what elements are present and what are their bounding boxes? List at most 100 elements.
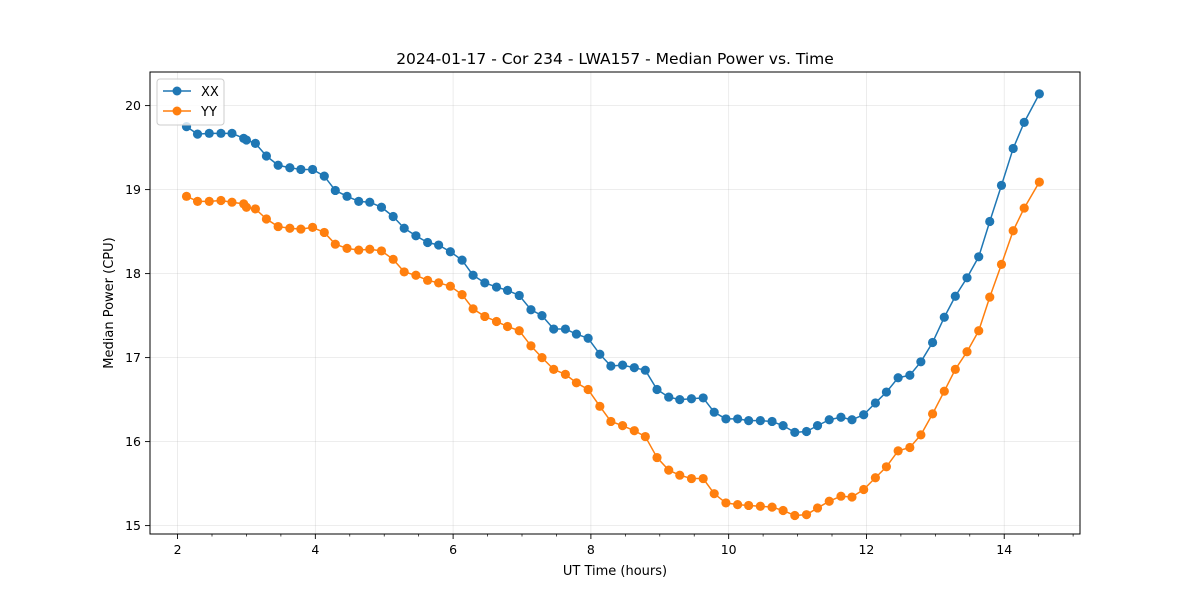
data-point-yy (411, 270, 421, 280)
data-point-xx (1008, 143, 1018, 154)
data-point-yy (1034, 177, 1044, 187)
data-point-yy (652, 452, 662, 463)
data-point-yy (709, 489, 719, 499)
data-point-yy (985, 292, 995, 302)
data-point-xx (698, 393, 708, 403)
data-point-yy (640, 431, 650, 442)
data-point-yy (480, 311, 490, 322)
data-point-yy (319, 227, 329, 238)
data-point-yy (549, 364, 559, 374)
data-point-xx (376, 202, 387, 212)
legend-entry-yy: YY (163, 105, 217, 120)
data-point-yy (491, 316, 502, 327)
legend-label-xx: XX (201, 85, 219, 100)
data-point-xx (583, 333, 593, 343)
x-tick-label: 14 (996, 542, 1012, 557)
data-point-xx (939, 312, 949, 322)
data-point-yy (181, 191, 192, 201)
data-point-xx (319, 171, 329, 181)
data-point-xx (870, 398, 881, 408)
data-point-xx (560, 324, 571, 334)
data-point-xx (709, 407, 719, 417)
data-point-xx (526, 305, 536, 315)
data-point-yy (261, 214, 272, 224)
data-point-yy (721, 498, 731, 508)
y-tick-label: 16 (125, 434, 141, 449)
data-point-yy (744, 500, 754, 511)
data-point-xx (640, 365, 650, 375)
data-point-yy (617, 421, 628, 431)
data-point-yy (824, 496, 834, 506)
x-tick-label: 6 (449, 542, 457, 557)
data-point-yy (514, 326, 524, 336)
data-point-xx (241, 135, 252, 145)
y-tick-label: 15 (125, 518, 141, 533)
data-point-xx (962, 273, 972, 283)
data-point-yy (778, 505, 788, 516)
data-point-xx (652, 384, 662, 395)
data-point-xx (514, 290, 524, 301)
data-point-xx (445, 247, 455, 257)
data-point-xx (537, 311, 547, 321)
data-point-xx (261, 151, 272, 161)
data-point-yy (423, 275, 433, 285)
data-point-yy (285, 223, 295, 233)
data-point-xx (606, 361, 616, 371)
legend: XX YY (156, 78, 225, 126)
x-tick-label: 4 (311, 542, 319, 557)
data-point-yy (962, 347, 972, 357)
data-point-xx (330, 185, 340, 196)
data-point-yy (434, 278, 444, 288)
data-point-yy (595, 401, 605, 411)
data-point-yy (812, 503, 823, 513)
y-tick-label: 19 (125, 182, 141, 197)
data-point-yy (664, 465, 674, 475)
series-yy (181, 177, 1044, 521)
data-point-yy (330, 239, 340, 249)
data-point-xx (859, 410, 869, 420)
data-point-xx (778, 421, 788, 431)
data-point-xx (1019, 117, 1029, 127)
data-point-xx (296, 164, 306, 175)
data-point-yy (204, 196, 214, 206)
y-axis-ticks: 15 16 17 18 19 20 (125, 98, 150, 533)
x-axis-label: UT Time (hours) (563, 564, 667, 579)
data-point-xx (950, 291, 960, 301)
data-point-xx (307, 164, 318, 175)
data-point-yy (468, 304, 478, 314)
data-point-xx (342, 191, 352, 201)
x-tick-label: 8 (587, 542, 595, 557)
data-point-xx (664, 392, 674, 402)
legend-marker-yy (172, 106, 182, 116)
data-point-yy (733, 500, 743, 510)
data-point-yy (686, 473, 697, 484)
data-point-yy (755, 501, 765, 511)
data-point-yy (354, 245, 364, 255)
data-point-xx (216, 128, 226, 138)
data-point-xx (423, 237, 433, 248)
data-point-yy (859, 484, 869, 495)
data-point-yy (606, 416, 616, 427)
legend-marker-xx (172, 86, 182, 96)
data-point-yy (927, 409, 938, 419)
data-point-xx (617, 360, 628, 370)
data-point-yy (365, 244, 375, 254)
grid (150, 72, 1080, 534)
data-point-xx (985, 216, 995, 227)
data-point-yy (296, 224, 306, 234)
data-point-xx (755, 416, 765, 426)
data-point-yy (767, 502, 777, 512)
data-point-yy (916, 430, 926, 440)
data-point-yy (388, 254, 398, 264)
data-point-xx (881, 387, 892, 397)
data-point-yy (560, 369, 571, 379)
data-point-xx (354, 196, 364, 206)
data-point-yy (996, 259, 1007, 269)
y-tick-label: 17 (125, 350, 141, 365)
data-point-yy (571, 378, 582, 388)
data-point-xx (273, 160, 283, 170)
data-point-yy (939, 386, 949, 396)
y-tick-label: 20 (125, 98, 141, 113)
data-point-xx (250, 138, 260, 148)
data-point-xx (686, 394, 697, 404)
